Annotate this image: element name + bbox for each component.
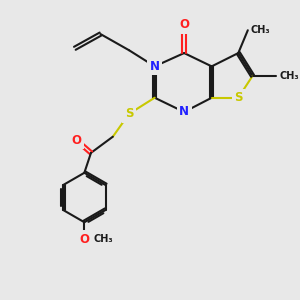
- Text: O: O: [72, 134, 82, 147]
- Text: N: N: [150, 60, 160, 73]
- Text: O: O: [179, 18, 189, 31]
- Text: N: N: [179, 106, 189, 118]
- Text: CH₃: CH₃: [94, 234, 113, 244]
- Text: S: S: [234, 91, 242, 104]
- Text: S: S: [125, 107, 133, 120]
- Text: CH₃: CH₃: [279, 71, 299, 81]
- Text: O: O: [79, 233, 89, 246]
- Text: CH₃: CH₃: [251, 25, 270, 35]
